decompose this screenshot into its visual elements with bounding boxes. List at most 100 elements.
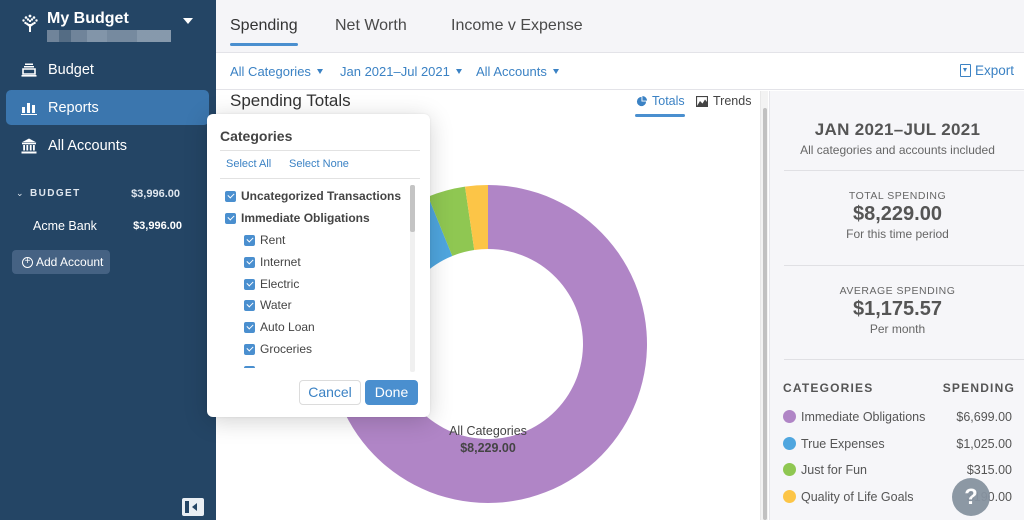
report-tabs: Spending Net Worth Income v Expense	[216, 0, 1024, 53]
accounts-filter-label: All Accounts	[476, 64, 547, 79]
category-checkbox-item[interactable]: Water	[244, 296, 292, 314]
donut-slice[interactable]	[465, 185, 488, 250]
checkbox-checked-icon[interactable]	[244, 365, 255, 368]
spending-column-header: SPENDING	[942, 381, 1015, 395]
done-button[interactable]: Done	[365, 380, 418, 405]
add-account-label: Add Account	[36, 255, 104, 269]
plus-circle-icon: +	[22, 256, 33, 268]
sidebar: My Budget Budget Reports All Accounts ⌄ …	[0, 0, 216, 520]
donut-center-label: All Categories $8,229.00	[438, 424, 538, 455]
categories-filter[interactable]: All Categories	[230, 64, 323, 79]
category-checkbox-item[interactable]: Internet	[244, 253, 301, 271]
categories-table-header: CATEGORIES SPENDING	[783, 381, 1015, 395]
tab-net-worth[interactable]: Net Worth	[335, 17, 407, 34]
checkbox-checked-icon[interactable]	[244, 321, 255, 333]
category-label: Auto Loan	[260, 320, 315, 334]
category-name: Immediate Obligations	[801, 410, 926, 424]
legend-dot-icon	[783, 490, 796, 503]
category-checkbox-item[interactable]: Groceries	[244, 340, 312, 358]
scrollbar-thumb[interactable]	[410, 185, 415, 232]
account-group-budget[interactable]: ⌄ BUDGET $3,996.00	[16, 188, 186, 202]
account-balance: $3,996.00	[133, 220, 182, 232]
legend-dot-icon	[783, 463, 796, 476]
category-label: Immediate Obligations	[241, 211, 370, 225]
view-toggle-totals[interactable]: Totals	[635, 94, 685, 117]
view-toggle-trends[interactable]: Trends	[696, 94, 751, 108]
category-checkbox-item[interactable]: Rent	[244, 231, 285, 249]
view-toggle-trends-label: Trends	[713, 94, 752, 108]
accounts-filter[interactable]: All Accounts	[476, 64, 559, 79]
checkbox-checked-icon[interactable]	[244, 299, 255, 311]
sidebar-item-label: Reports	[48, 99, 99, 116]
select-all-link[interactable]: Select All	[226, 158, 272, 170]
divider	[220, 150, 420, 151]
donut-slice[interactable]	[329, 185, 647, 503]
category-checkbox-item[interactable]: Auto Loan	[244, 318, 315, 336]
checkbox-checked-icon[interactable]	[244, 343, 255, 355]
category-checkbox-item[interactable]: Immediate Obligations	[225, 209, 370, 227]
export-button[interactable]: Export	[959, 63, 1014, 78]
category-label: Rent	[260, 233, 286, 247]
redacted-email	[47, 30, 171, 42]
categories-filter-label: All Categories	[230, 64, 311, 79]
area-chart-icon	[696, 95, 708, 107]
category-row[interactable]: Just for Fun $315.00	[783, 463, 1012, 477]
summary-panel: JAN 2021–JUL 2021 All categories and acc…	[769, 91, 1024, 520]
checkbox-checked-icon[interactable]	[244, 234, 255, 246]
add-account-button[interactable]: + Add Account	[12, 250, 110, 274]
checkbox-checked-icon[interactable]	[225, 212, 236, 224]
caret-down-icon	[552, 69, 559, 74]
caret-down-icon	[316, 69, 323, 74]
sidebar-item-reports[interactable]: Reports	[6, 90, 209, 125]
popover-scrollbar[interactable]	[410, 185, 415, 372]
page-title: Spending Totals	[230, 91, 351, 110]
total-spending-note: For this time period	[846, 227, 949, 241]
legend-dot-icon	[783, 437, 796, 450]
category-name: True Expenses	[801, 437, 885, 451]
category-row[interactable]: Immediate Obligations $6,699.00	[783, 410, 1012, 424]
collapse-sidebar-button[interactable]	[182, 498, 204, 516]
checkbox-checked-icon[interactable]	[244, 278, 255, 290]
category-label: Internet	[260, 255, 301, 269]
total-spending-stat: TOTAL SPENDING $8,229.00 For this time p…	[770, 190, 1024, 241]
cancel-button[interactable]: Cancel	[299, 380, 361, 405]
category-label: Water	[260, 298, 292, 312]
checkbox-checked-icon[interactable]	[244, 256, 255, 268]
category-name: Quality of Life Goals	[801, 490, 914, 504]
sidebar-item-budget[interactable]: Budget	[6, 52, 209, 87]
category-checkbox-item[interactable]: Electric	[244, 275, 299, 293]
category-checkbox-item[interactable]: Uncategorized Transactions	[225, 187, 401, 205]
category-label: Uncategorized Transactions	[241, 189, 402, 203]
category-row[interactable]: True Expenses $1,025.00	[783, 437, 1012, 451]
category-checkbox-item[interactable]	[244, 362, 260, 368]
date-range-filter-label: Jan 2021–Jul 2021	[340, 64, 450, 79]
donut-slice[interactable]	[428, 186, 475, 256]
caret-down-icon	[183, 18, 193, 24]
select-none-link[interactable]: Select None	[289, 158, 349, 170]
date-range-filter[interactable]: Jan 2021–Jul 2021	[340, 64, 462, 79]
category-amount: $1,025.00	[956, 437, 1012, 451]
bank-icon	[20, 138, 38, 154]
budget-switcher[interactable]: My Budget	[20, 8, 200, 44]
donut-center-caption: All Categories	[449, 424, 527, 438]
help-button[interactable]: ?	[952, 478, 990, 516]
divider	[784, 170, 1024, 171]
average-spending-value: $1,175.57	[853, 298, 942, 320]
category-amount: $315.00	[966, 463, 1012, 477]
average-spending-stat: AVERAGE SPENDING $1,175.57 Per month	[770, 285, 1024, 336]
bar-chart-icon	[20, 100, 38, 116]
sidebar-item-label: Budget	[48, 61, 94, 78]
account-acme-bank[interactable]: Acme Bank $3,996.00	[33, 219, 182, 233]
tab-spending[interactable]: Spending	[230, 17, 298, 46]
pie-chart-icon	[636, 95, 647, 107]
filter-bar: All Categories Jan 2021–Jul 2021 All Acc…	[216, 53, 1024, 90]
content-scrollbar[interactable]	[760, 91, 768, 520]
budget-icon	[20, 62, 38, 78]
caret-down-icon	[455, 69, 462, 74]
sidebar-item-all-accounts[interactable]: All Accounts	[6, 128, 209, 163]
tab-income-v-expense[interactable]: Income v Expense	[451, 17, 583, 34]
checkbox-checked-icon[interactable]	[225, 190, 236, 202]
view-toggle-totals-label: Totals	[652, 94, 685, 108]
scrollbar-thumb[interactable]	[763, 108, 767, 520]
